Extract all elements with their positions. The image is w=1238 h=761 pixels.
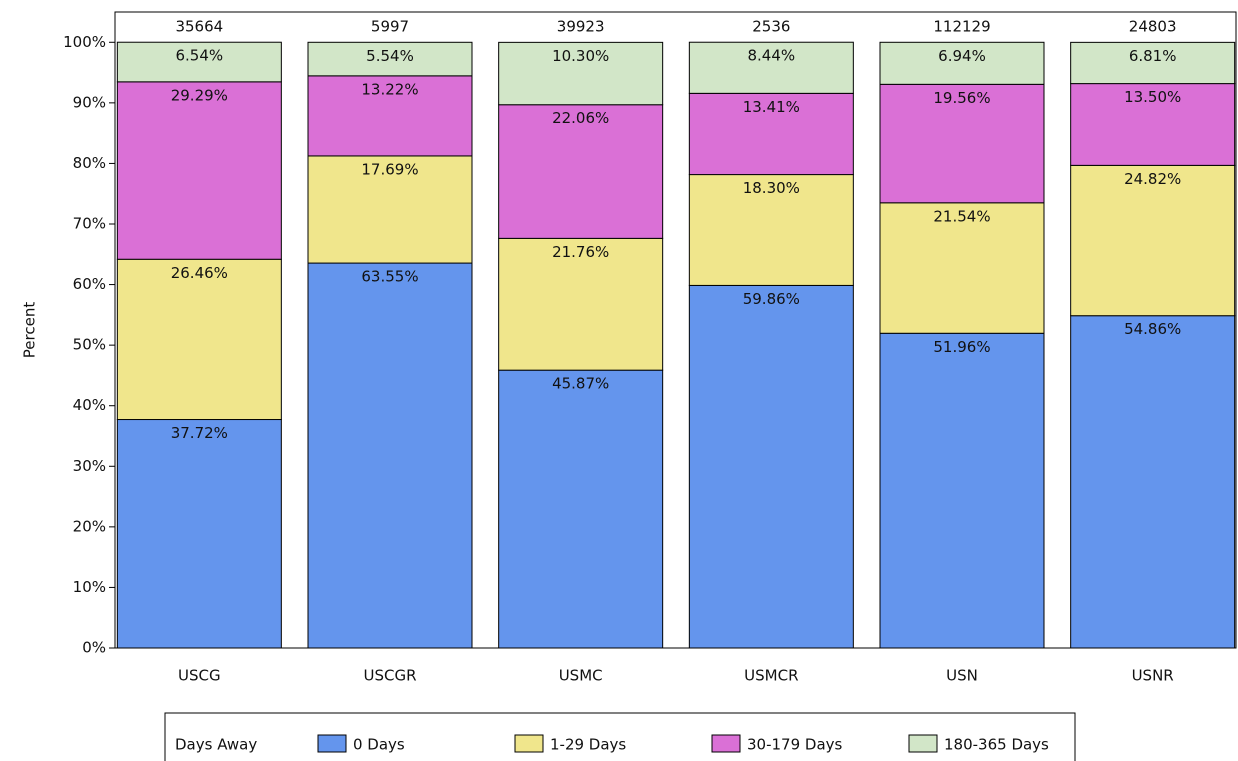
bar-segment (688, 174, 854, 286)
bar-segment (116, 419, 282, 649)
y-tick-label: 80% (73, 154, 106, 172)
y-tick-label: 0% (82, 639, 106, 657)
value-label: 5.54% (366, 47, 414, 65)
legend-title: Days Away (175, 736, 257, 754)
value-label: 19.56% (933, 89, 990, 107)
y-tick-label: 50% (73, 336, 106, 354)
bar-segment (307, 155, 473, 264)
total-label: 24803 (1129, 18, 1177, 36)
x-tick-label: USNR (1132, 667, 1174, 685)
value-label: 6.54% (176, 47, 224, 65)
y-tick-label: 40% (73, 396, 106, 414)
value-label: 22.06% (552, 109, 609, 127)
y-tick-label: 70% (73, 215, 106, 233)
value-label: 21.76% (552, 243, 609, 261)
value-label: 10.30% (552, 47, 609, 65)
bar-segment (498, 237, 664, 371)
y-tick-label: 20% (73, 517, 106, 535)
bar-segment (879, 202, 1045, 334)
bar-segment (116, 41, 282, 83)
legend-label: 30-179 Days (747, 736, 843, 754)
bar-segment (307, 262, 473, 649)
bar-segment (879, 41, 1045, 85)
value-label: 21.54% (933, 207, 990, 225)
value-label: 6.81% (1129, 47, 1177, 65)
legend-label: 1-29 Days (550, 736, 626, 754)
legend-label: 0 Days (353, 736, 405, 754)
value-label: 24.82% (1124, 170, 1181, 188)
x-tick-label: USCGR (363, 667, 416, 685)
bar-segment (1070, 315, 1236, 649)
y-axis-label: Percent (21, 302, 39, 359)
bar-segment (688, 92, 854, 176)
bar-segment (498, 369, 664, 649)
legend-swatch (908, 734, 938, 753)
bar-segment (879, 332, 1045, 649)
legend-swatch (317, 734, 347, 753)
y-tick-label: 100% (63, 33, 106, 51)
y-tick-label: 30% (73, 457, 106, 475)
bar-segment (1070, 83, 1236, 166)
value-label: 18.30% (743, 179, 800, 197)
total-label: 39923 (557, 18, 605, 36)
bar-segment (688, 41, 854, 94)
legend-swatch (514, 734, 544, 753)
value-label: 51.96% (933, 338, 990, 356)
bar-segment (1070, 41, 1236, 85)
x-tick-label: USCG (178, 667, 221, 685)
y-tick-label: 10% (73, 578, 106, 596)
legend-label: 180-365 Days (944, 736, 1049, 754)
bar-segment (307, 41, 473, 77)
plot-frame (114, 11, 1237, 649)
value-label: 54.86% (1124, 320, 1181, 338)
bar-segment (688, 284, 854, 649)
bar-segment (498, 41, 664, 106)
x-tick-label: USMC (559, 667, 603, 685)
value-label: 6.94% (938, 47, 986, 65)
bar-segment (116, 258, 282, 421)
value-label: 45.87% (552, 375, 609, 393)
value-label: 13.41% (743, 98, 800, 116)
total-label: 5997 (371, 18, 409, 36)
bar-segment (1070, 164, 1236, 317)
value-label: 17.69% (361, 160, 418, 178)
value-label: 37.72% (171, 424, 228, 442)
legend-swatch (711, 734, 741, 753)
value-label: 13.22% (361, 80, 418, 98)
bar-segment (879, 83, 1045, 204)
total-label: 2536 (752, 18, 790, 36)
bar-segment (307, 75, 473, 157)
y-tick-label: 90% (73, 93, 106, 111)
value-label: 8.44% (748, 47, 796, 65)
bar-segment (116, 81, 282, 260)
total-label: 35664 (175, 18, 223, 36)
value-label: 13.50% (1124, 88, 1181, 106)
x-tick-label: USMCR (744, 667, 798, 685)
bar-segment (498, 104, 664, 239)
y-tick-label: 60% (73, 275, 106, 293)
x-tick-label: USN (946, 667, 978, 685)
value-label: 59.86% (743, 290, 800, 308)
total-label: 112129 (933, 18, 990, 36)
value-label: 63.55% (361, 268, 418, 286)
value-label: 26.46% (171, 264, 228, 282)
value-label: 29.29% (171, 86, 228, 104)
